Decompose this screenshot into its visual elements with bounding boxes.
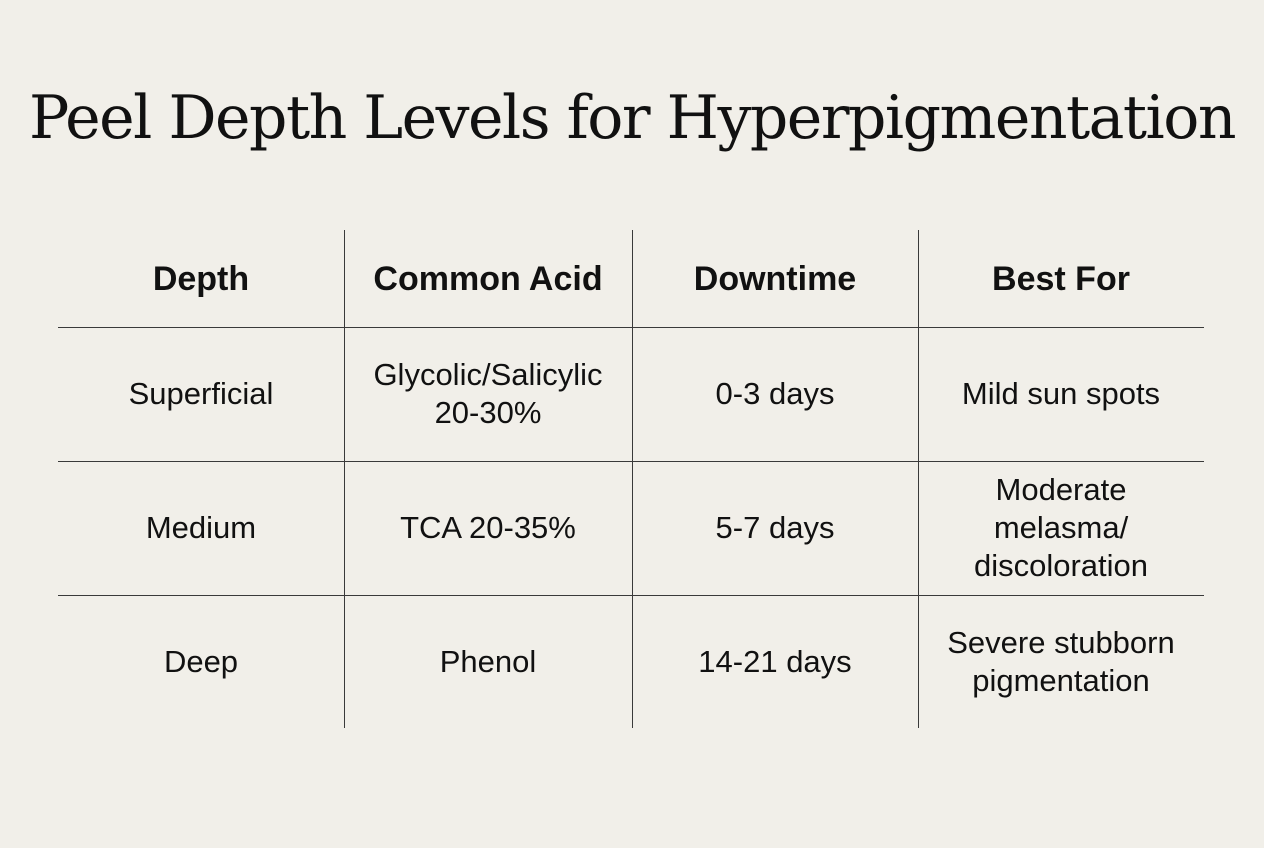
header-best-for: Best For	[992, 259, 1130, 298]
cell-downtime: 0-3 days	[715, 376, 835, 411]
cell-depth: Superficial	[128, 376, 274, 411]
cell-depth: Deep	[163, 643, 239, 679]
cell-best-for: Moderate melasma/ discoloration	[973, 472, 1149, 583]
column-divider	[632, 230, 633, 728]
cell-common-acid: TCA 20-35%	[400, 510, 576, 545]
row-divider	[58, 461, 1204, 462]
header-common-acid: Common Acid	[373, 259, 603, 298]
page-title: Peel Depth Levels for Hyperpigmentation	[28, 83, 1237, 153]
cell-depth: Medium	[145, 510, 257, 545]
cell-common-acid: Glycolic/Salicylic 20-30%	[373, 357, 603, 430]
column-divider	[344, 230, 345, 728]
row-divider	[58, 595, 1204, 596]
row-divider	[58, 327, 1204, 328]
peel-depth-table: Depth Common Acid Downtime Best For Supe…	[58, 230, 1204, 728]
cell-best-for: Severe stubborn pigmentation	[947, 624, 1175, 698]
cell-downtime: 5-7 days	[715, 510, 835, 545]
cell-best-for: Mild sun spots	[961, 376, 1161, 411]
cell-downtime: 14-21 days	[698, 643, 852, 679]
column-divider	[918, 230, 919, 728]
header-depth: Depth	[152, 259, 250, 298]
header-downtime: Downtime	[693, 259, 857, 298]
cell-common-acid: Phenol	[439, 643, 537, 679]
